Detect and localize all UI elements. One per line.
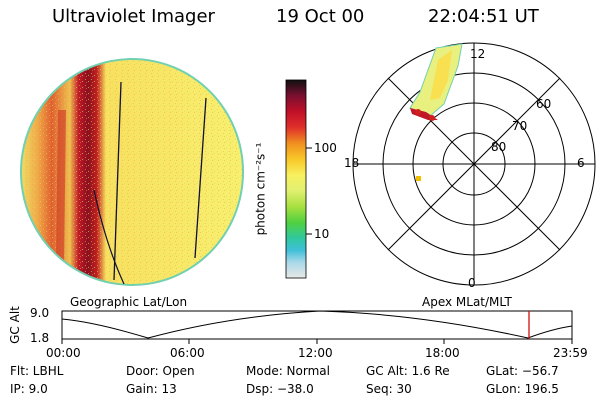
- polar-panel-label: Apex MLat/MLT: [422, 295, 512, 309]
- mlat-label-80: 80: [491, 140, 507, 154]
- mlat-label-60: 60: [536, 97, 552, 111]
- date-label: 19 Oct 00: [276, 6, 365, 27]
- mlat-label-70: 70: [512, 119, 528, 133]
- altitude-ytick-min: 1.8: [30, 331, 50, 345]
- altitude-ytick-max: 9.0: [30, 306, 50, 320]
- altitude-axis-label: GC Alt: [7, 306, 22, 344]
- status-glon: GLon: 196.5: [486, 382, 559, 396]
- mlt-label-6: 6: [577, 156, 585, 170]
- status-gain: Gain: 13: [126, 382, 177, 396]
- status-mode: Mode: Normal: [246, 364, 330, 378]
- mlt-label-18: 18: [344, 156, 360, 170]
- colorbar-tick-100: 100: [314, 141, 337, 155]
- time-tick: 06:00: [170, 346, 205, 360]
- status-ip: IP: 9.0: [10, 382, 48, 396]
- status-door: Door: Open: [126, 364, 195, 378]
- time-tick: 18:00: [425, 346, 460, 360]
- data-point: [416, 176, 421, 181]
- status-glat: GLat: −56.7: [486, 364, 559, 378]
- colorbar-tick-10: 10: [314, 227, 330, 241]
- mlt-label-12: 12: [470, 47, 486, 61]
- instrument-title: Ultraviolet Imager: [52, 6, 215, 27]
- status-gc-alt: GC Alt: 1.6 Re: [366, 364, 450, 378]
- time-tick: 00:00: [46, 346, 81, 360]
- status-dsp: Dsp: −38.0: [246, 382, 314, 396]
- status-filter: Flt: LBHL: [10, 364, 64, 378]
- status-seq: Seq: 30: [366, 382, 412, 396]
- colorbar-unit-label: photon cm⁻²s⁻¹: [253, 142, 268, 236]
- geographic-panel-label: Geographic Lat/Lon: [70, 295, 188, 309]
- meridian-line: [194, 97, 207, 259]
- time-tick: 23:59: [553, 346, 588, 360]
- time-tick: 12:00: [298, 346, 333, 360]
- altitude-plot: [61, 310, 573, 344]
- meridian-line: [113, 81, 122, 281]
- geographic-disk: [20, 58, 244, 286]
- polar-plot: [352, 42, 596, 286]
- auroral-oval: [409, 43, 463, 181]
- terminator-line: [93, 189, 125, 285]
- mlt-label-0: 0: [468, 276, 476, 290]
- time-label: 22:04:51 UT: [428, 6, 539, 27]
- colorbar: [285, 79, 312, 279]
